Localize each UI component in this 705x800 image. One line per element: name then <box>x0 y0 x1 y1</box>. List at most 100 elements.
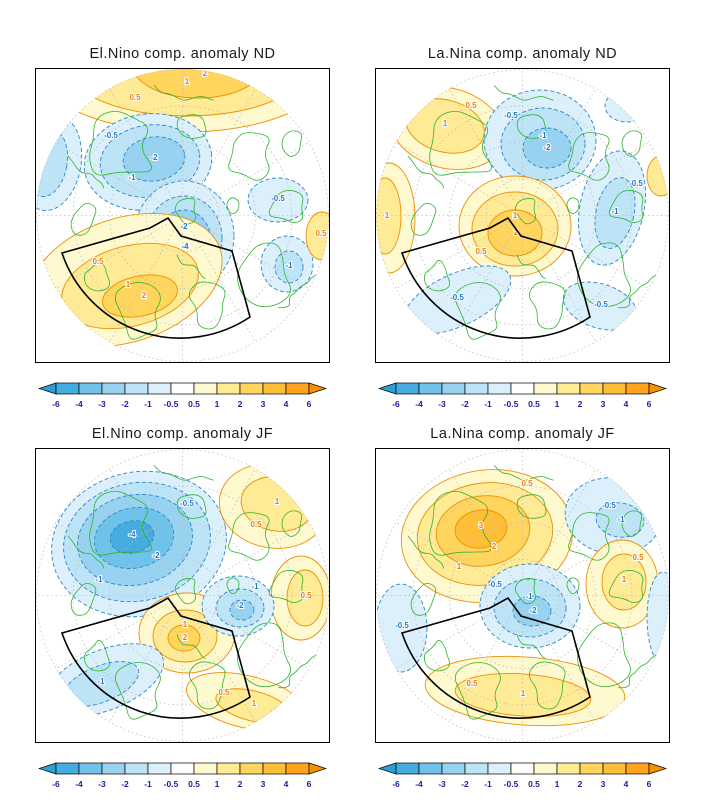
svg-text:-1: -1 <box>484 779 492 789</box>
svg-text:3: 3 <box>601 399 606 409</box>
svg-text:-0.5: -0.5 <box>504 779 519 789</box>
panel-title-elnino-nd: El.Nino comp. anomaly ND <box>89 46 276 62</box>
svg-text:-1: -1 <box>484 399 492 409</box>
svg-text:-1: -1 <box>144 779 152 789</box>
panel-lanina-jf: La.Nina comp. anomaly JF 3 2 1 0.5 -0.5 -1 1 0.… <box>375 420 670 792</box>
svg-text:1: 1 <box>457 562 462 571</box>
svg-text:-2: -2 <box>461 779 469 789</box>
svg-text:1: 1 <box>513 211 518 220</box>
svg-text:0.5: 0.5 <box>521 479 533 488</box>
svg-text:-3: -3 <box>438 779 446 789</box>
svg-text:-1: -1 <box>539 131 547 140</box>
svg-text:-4: -4 <box>181 242 189 251</box>
svg-text:2: 2 <box>238 399 243 409</box>
svg-text:-2: -2 <box>121 779 129 789</box>
svg-text:-0.5: -0.5 <box>164 399 179 409</box>
svg-text:-2: -2 <box>461 399 469 409</box>
svg-text:-0.5: -0.5 <box>504 399 519 409</box>
svg-text:6: 6 <box>647 399 652 409</box>
svg-text:-0.5: -0.5 <box>180 499 194 508</box>
svg-text:-0.5: -0.5 <box>450 293 464 302</box>
svg-text:2: 2 <box>203 69 208 78</box>
panel-elnino-jf: El.Nino comp. anomaly JF -4 -2 -1 -0.5 1 0.5 0… <box>35 420 330 792</box>
panel-title-lanina-nd: La.Nina comp. anomaly ND <box>427 46 618 62</box>
svg-text:-2: -2 <box>152 551 160 560</box>
svg-text:-1: -1 <box>128 173 136 182</box>
svg-text:3: 3 <box>261 399 266 409</box>
svg-text:0.5: 0.5 <box>188 779 200 789</box>
svg-text:-1: -1 <box>611 207 619 216</box>
svg-text:0.5: 0.5 <box>300 591 312 600</box>
svg-text:3: 3 <box>479 521 484 530</box>
svg-text:0.5: 0.5 <box>528 779 540 789</box>
svg-text:0.5: 0.5 <box>475 247 487 256</box>
svg-text:0.5: 0.5 <box>250 520 262 529</box>
svg-text:-4: -4 <box>128 530 136 539</box>
svg-text:3: 3 <box>601 779 606 789</box>
svg-text:6: 6 <box>307 779 312 789</box>
svg-text:1: 1 <box>215 779 220 789</box>
svg-text:0.5: 0.5 <box>92 257 104 266</box>
panel-title-elnino-jf: El.Nino comp. anomaly JF <box>91 426 274 442</box>
svg-text:-3: -3 <box>438 399 446 409</box>
svg-text:4: 4 <box>624 779 629 789</box>
svg-text:-2: -2 <box>543 143 551 152</box>
svg-text:2: 2 <box>492 542 497 551</box>
svg-text:-0.5: -0.5 <box>395 621 409 630</box>
colorbar-elnino-nd: -6 -4 -3 -2 -1 -0.5 0.5 1 2 3 4 6 <box>38 382 327 409</box>
svg-text:3: 3 <box>261 779 266 789</box>
svg-text:2: 2 <box>238 779 243 789</box>
panel-elnino-nd: El.Nino comp. anomaly ND 1 2 0.5 -0.5 -1 -2 -2… <box>35 40 330 412</box>
svg-text:0.5: 0.5 <box>129 93 141 102</box>
svg-text:1: 1 <box>555 399 560 409</box>
svg-text:-0.5: -0.5 <box>594 300 608 309</box>
svg-text:1: 1 <box>126 280 131 289</box>
polar-map-elnino-jf: -4 -2 -1 -0.5 1 0.5 0.5 1 2 -2 -1 -1 1 0.5 <box>35 448 330 743</box>
svg-text:-4: -4 <box>415 399 423 409</box>
svg-text:-1: -1 <box>97 677 105 686</box>
svg-text:0.5: 0.5 <box>315 229 327 238</box>
svg-text:2: 2 <box>183 633 188 642</box>
svg-text:-3: -3 <box>98 399 106 409</box>
svg-text:4: 4 <box>284 399 289 409</box>
svg-text:1: 1 <box>252 699 257 708</box>
svg-text:-1: -1 <box>144 399 152 409</box>
colorbar-lanina-jf: -6 -4 -3 -2 -1 -0.5 0.5 1 2 3 4 6 <box>378 762 667 789</box>
svg-text:-2: -2 <box>121 399 129 409</box>
svg-text:0.5: 0.5 <box>465 101 477 110</box>
svg-text:-2: -2 <box>180 222 188 231</box>
svg-text:-1: -1 <box>95 575 103 584</box>
svg-text:2: 2 <box>578 779 583 789</box>
svg-text:-0.5: -0.5 <box>104 131 118 140</box>
svg-text:1: 1 <box>385 211 390 220</box>
svg-text:0.5: 0.5 <box>188 399 200 409</box>
svg-text:-1: -1 <box>525 592 533 601</box>
svg-text:1: 1 <box>275 497 280 506</box>
svg-text:6: 6 <box>307 399 312 409</box>
svg-text:-3: -3 <box>98 779 106 789</box>
svg-text:0.5: 0.5 <box>466 679 478 688</box>
polar-map-lanina-nd: 1 0.5 -0.5 -1 -2 -1 -0.5 1 2 0.5 -0.5 -0.5 1 <box>375 68 670 363</box>
polar-map-elnino-nd: 1 2 0.5 -0.5 -1 -2 -2 -4 0.5 1 2 -0.5 -1 0.5 <box>35 68 330 363</box>
svg-text:2: 2 <box>578 399 583 409</box>
svg-text:-4: -4 <box>75 779 83 789</box>
svg-text:4: 4 <box>284 779 289 789</box>
svg-text:-0.5: -0.5 <box>504 111 518 120</box>
svg-text:-1: -1 <box>251 582 259 591</box>
svg-text:1: 1 <box>622 575 627 584</box>
svg-text:1: 1 <box>185 77 190 86</box>
svg-text:1: 1 <box>183 620 188 629</box>
colorbar-lanina-nd: -6 -4 -3 -2 -1 -0.5 0.5 1 2 3 4 6 <box>378 382 667 409</box>
svg-text:0.5: 0.5 <box>528 399 540 409</box>
colorbar-elnino-jf: -6 -4 -3 -2 -1 -0.5 0.5 1 2 3 4 6 <box>38 762 327 789</box>
svg-text:-6: -6 <box>52 779 60 789</box>
svg-text:-0.5: -0.5 <box>271 194 285 203</box>
svg-text:1: 1 <box>443 119 448 128</box>
svg-text:-6: -6 <box>52 399 60 409</box>
svg-text:1: 1 <box>521 689 526 698</box>
svg-text:-0.5: -0.5 <box>629 179 643 188</box>
svg-text:6: 6 <box>647 779 652 789</box>
svg-text:4: 4 <box>624 399 629 409</box>
